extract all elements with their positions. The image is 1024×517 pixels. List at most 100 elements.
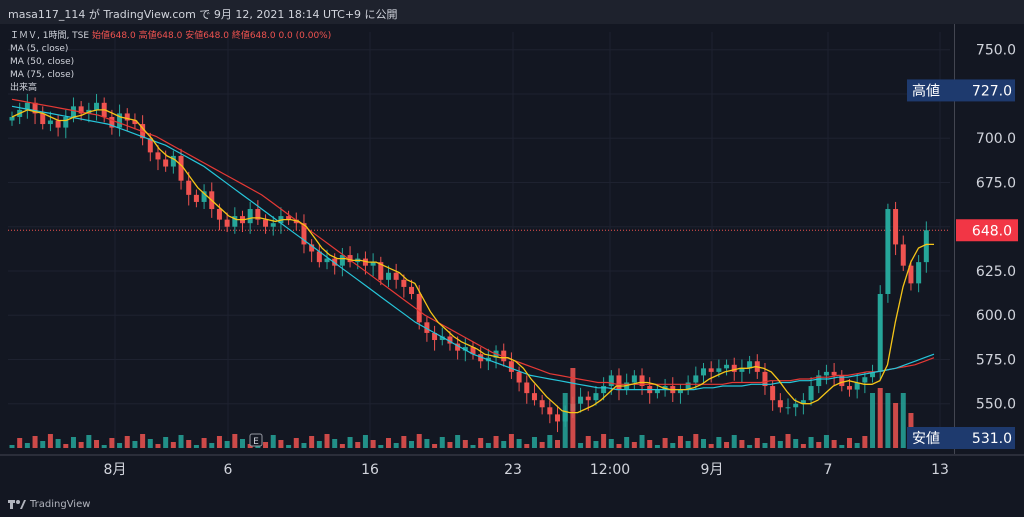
candle (885, 209, 891, 294)
candle (247, 209, 253, 224)
volume-bar (393, 443, 399, 448)
volume-bar (685, 441, 691, 448)
candle (224, 219, 230, 227)
legend-ma75[interactable]: MA (75, close) (10, 70, 75, 80)
time-tick-label: 9月 (701, 462, 724, 478)
candle (708, 368, 714, 372)
candle (539, 400, 545, 408)
candle (370, 262, 376, 266)
volume-bar (309, 436, 315, 448)
volume-bar (247, 444, 253, 448)
candle (470, 347, 476, 355)
candle (923, 230, 929, 263)
volume-bar (885, 393, 891, 448)
volume-bar (94, 440, 100, 448)
volume-bar (339, 444, 345, 448)
volume-bar (186, 440, 192, 448)
volume-bar (570, 368, 576, 448)
price-tick-label: 750.0 (976, 43, 1016, 59)
price-tick-label: 700.0 (976, 131, 1016, 147)
volume-bar (170, 442, 176, 448)
volume-bar (631, 442, 637, 448)
volume-bar (578, 443, 584, 448)
legend-ma5[interactable]: MA (5, close) (10, 44, 69, 54)
candle (508, 361, 514, 372)
volume-bar (370, 440, 376, 448)
candle (70, 106, 76, 117)
volume-bar (163, 437, 169, 448)
candle (654, 389, 660, 394)
volume-bar (624, 437, 630, 448)
time-tick-label: 13 (931, 462, 949, 478)
time-tick-label: 6 (224, 462, 233, 478)
volume-bar (762, 443, 768, 448)
candle (409, 286, 415, 294)
volume-bar (485, 443, 491, 448)
volume-bar (132, 441, 138, 448)
candle (216, 209, 222, 220)
candle (324, 258, 330, 263)
candle (24, 102, 30, 110)
candle (770, 386, 776, 401)
volume-bar (362, 435, 368, 448)
volume-bar (823, 435, 829, 448)
volume-bar (401, 436, 407, 448)
candle (124, 113, 130, 121)
volume-bar (800, 444, 806, 448)
volume-bar (155, 444, 161, 448)
legend-volume[interactable]: 出来高 (10, 83, 38, 93)
candle (32, 102, 38, 114)
candle (616, 375, 622, 390)
volume-bar (470, 445, 476, 448)
candle (839, 375, 845, 387)
candle (462, 347, 468, 351)
candle (762, 371, 768, 387)
volume-bar (17, 438, 23, 448)
candle (186, 180, 192, 195)
high-price-value: 727.0 (972, 83, 1012, 99)
volume-bar (462, 440, 468, 448)
candle (631, 375, 637, 383)
volume-bar (201, 438, 207, 448)
volume-bar (562, 393, 568, 448)
volume-bar (424, 439, 430, 448)
candle (701, 368, 706, 376)
candle (286, 216, 292, 220)
volume-bar (647, 440, 653, 448)
ma5-line (11, 109, 934, 414)
high-price-badge (907, 79, 1015, 102)
volume-bar (447, 442, 453, 448)
volume-bar (109, 438, 115, 448)
candle (170, 155, 176, 167)
candle (677, 389, 683, 394)
candle (916, 262, 922, 284)
volume-bar (324, 434, 330, 448)
candle (147, 138, 153, 153)
legend-ma50[interactable]: MA (50, close) (10, 57, 75, 67)
candle (416, 293, 422, 323)
volume-bar (332, 439, 338, 448)
candle (309, 244, 315, 252)
candle (447, 336, 453, 344)
candle (478, 354, 484, 362)
price-tick-label: 675.0 (976, 175, 1016, 191)
candle (777, 400, 783, 408)
low-price-value: 531.0 (972, 431, 1012, 447)
candle (109, 116, 115, 128)
candle (724, 364, 730, 369)
volume-bar (716, 437, 722, 448)
volume-bar (608, 439, 614, 448)
volume-bar (508, 434, 514, 448)
volume-bar (178, 435, 184, 448)
volume-bar (601, 434, 607, 448)
candle (339, 255, 345, 266)
candle (117, 113, 123, 128)
candle (132, 120, 138, 125)
low-price-badge (907, 427, 1015, 449)
volume-bar (140, 434, 146, 448)
volume-bar (478, 438, 484, 448)
legend-symbol[interactable]: ＩＭＶ, 1時間, TSE (10, 31, 90, 41)
volume-bar (854, 443, 860, 448)
volume-bar (877, 388, 883, 448)
volume-bar (147, 439, 153, 448)
